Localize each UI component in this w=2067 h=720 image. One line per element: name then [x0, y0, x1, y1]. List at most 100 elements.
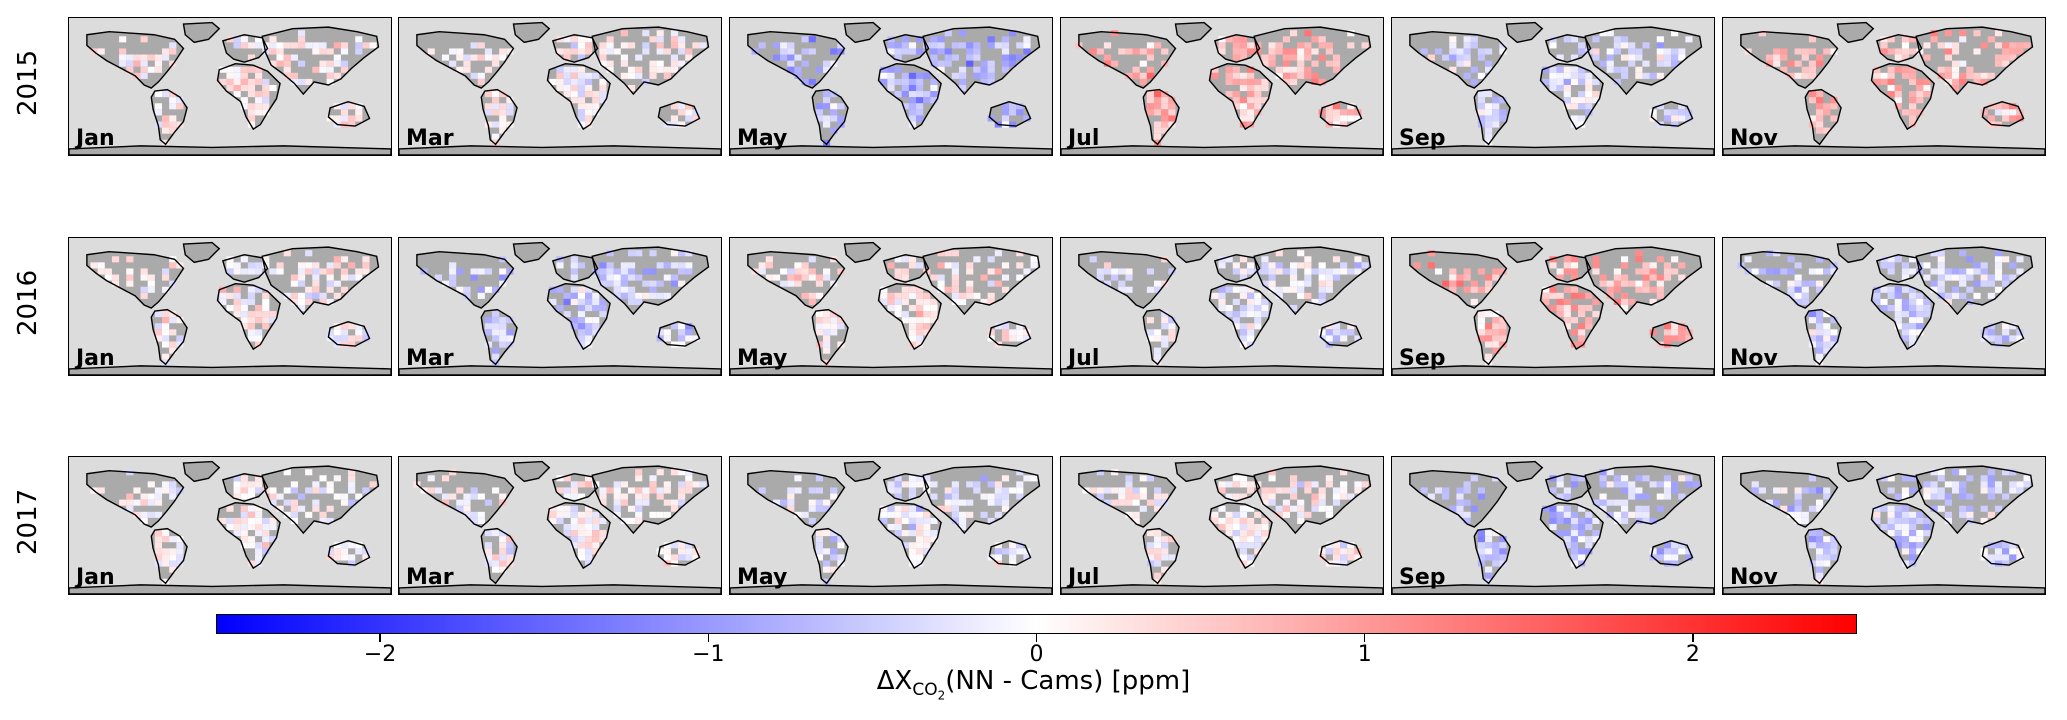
data-cell: [685, 554, 693, 561]
data-cell: [1146, 72, 1155, 79]
data-cell: [1678, 274, 1686, 281]
data-cell: [951, 72, 959, 79]
data-cell: [1289, 274, 1298, 281]
data-cell: [1239, 78, 1248, 85]
data-cell: [312, 499, 320, 506]
data-cell: [923, 323, 931, 330]
data-cell: [1563, 536, 1571, 543]
land-northAmerica: [747, 470, 845, 528]
data-cell: [290, 280, 298, 287]
data-cell: [563, 511, 571, 518]
data-cell: [994, 487, 1002, 494]
data-cell: [1225, 72, 1233, 79]
data-cell: [1823, 335, 1831, 342]
data-cell: [678, 262, 686, 269]
data-cell: [1909, 78, 1917, 85]
data-cell: [1218, 481, 1226, 488]
data-cell: [1744, 256, 1752, 263]
land-northAmerica: [86, 470, 184, 528]
data-cell: [169, 536, 177, 543]
data-cell: [787, 66, 795, 73]
data-cell: [484, 48, 493, 55]
data-cell: [1499, 329, 1507, 336]
data-cell: [154, 311, 163, 318]
data-cell: [901, 48, 909, 55]
data-cell: [1477, 48, 1486, 55]
data-cell: [1570, 341, 1579, 348]
data-cell: [823, 311, 831, 318]
data-cell: [1823, 103, 1831, 110]
data-cell: [823, 317, 831, 324]
data-cell: [162, 530, 170, 537]
data-cell: [2002, 554, 2010, 561]
data-cell: [1649, 517, 1657, 524]
data-cell: [1427, 54, 1435, 61]
data-cell: [1261, 280, 1269, 287]
data-cell: [1635, 505, 1643, 512]
data-cell: [2002, 469, 2010, 476]
data-cell: [1930, 286, 1938, 293]
data-cell: [1470, 78, 1478, 85]
data-cell: [1161, 311, 1169, 318]
data-cell: [1289, 505, 1298, 512]
data-cell: [1282, 54, 1290, 61]
data-cell: [162, 554, 170, 561]
data-cell: [1620, 487, 1629, 494]
data-cell: [1016, 262, 1024, 269]
data-cell: [312, 481, 320, 488]
data-cell: [305, 487, 313, 494]
data-cell: [97, 268, 105, 275]
data-cell: [2023, 475, 2031, 482]
coastline-africa: [1871, 64, 1934, 129]
data-cell: [1823, 487, 1831, 494]
data-cell: [1894, 323, 1902, 330]
data-cell: [1901, 493, 1910, 500]
data-cell: [837, 341, 845, 348]
data-cell: [1909, 97, 1917, 104]
data-cell: [1492, 311, 1500, 318]
month-label: May: [737, 126, 788, 151]
data-cell: [1239, 511, 1248, 518]
month-label: Sep: [1399, 565, 1446, 590]
data-cell: [916, 36, 924, 43]
data-cell: [830, 323, 838, 330]
coastline-africa: [1871, 503, 1934, 568]
data-cell: [1261, 262, 1269, 269]
data-cell: [577, 292, 586, 299]
data-cell: [1340, 121, 1348, 128]
data-cell: [219, 517, 227, 524]
coastline-asia: [1916, 466, 2032, 533]
data-cell: [1592, 97, 1600, 104]
data-cell: [1678, 48, 1686, 55]
data-cell: [663, 511, 671, 518]
data-cell: [923, 91, 931, 98]
data-cell: [635, 72, 643, 79]
data-cell: [1901, 548, 1910, 555]
data-cell: [162, 560, 170, 567]
coastline-antarctica: [1392, 146, 1714, 155]
data-cell: [262, 91, 270, 98]
map-panel-2017-nov: Nov: [1722, 456, 2046, 595]
data-cell: [987, 517, 995, 524]
land-antarctica: [1061, 584, 1383, 594]
data-cell: [1887, 78, 1895, 85]
data-cell: [1808, 311, 1817, 318]
data-cell: [1282, 36, 1290, 43]
data-cell: [1146, 329, 1155, 336]
data-cell: [823, 359, 831, 366]
data-cell: [1994, 30, 2003, 37]
data-cell: [1685, 554, 1693, 561]
data-cell: [627, 505, 636, 512]
data-cell: [169, 97, 177, 104]
data-cell: [1656, 274, 1664, 281]
data-cell: [1470, 505, 1478, 512]
data-cell: [592, 517, 600, 524]
data-cell: [1549, 72, 1557, 79]
data-cell: [492, 566, 500, 573]
data-cell: [1232, 298, 1240, 305]
data-cell: [1635, 280, 1643, 287]
data-cell: [1247, 115, 1255, 122]
data-cell: [1585, 84, 1593, 92]
land-greenland: [1175, 22, 1212, 43]
data-cell: [642, 292, 650, 299]
